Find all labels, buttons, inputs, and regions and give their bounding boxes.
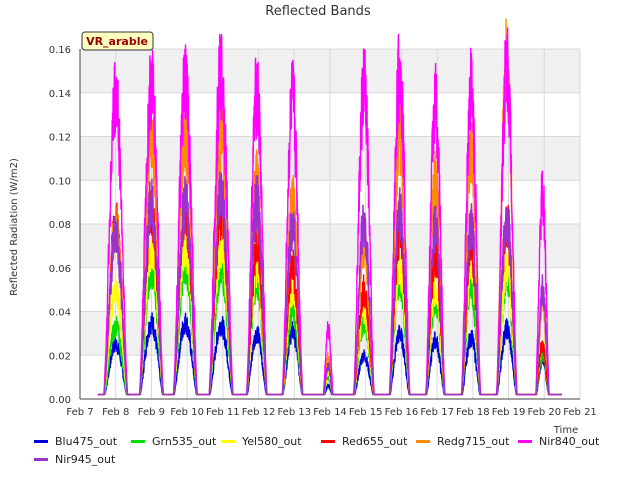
x-tick-label: Feb 15 bbox=[349, 407, 383, 418]
y-tick-label: 0.06 bbox=[49, 264, 71, 275]
legend-item: Nir840_out bbox=[518, 434, 599, 448]
legend-swatch bbox=[321, 439, 335, 443]
x-tick-label: Feb 10 bbox=[170, 407, 204, 418]
legend-item: Redg715_out bbox=[416, 434, 509, 448]
legend-item: Red655_out bbox=[321, 434, 407, 448]
legend-label: Nir945_out bbox=[55, 452, 116, 466]
x-tick-labels: Feb 7 Feb 8 Feb 9 Feb 10 Feb 11 Feb 12 Feb 13 F… bbox=[66, 407, 596, 418]
legend-swatch bbox=[518, 439, 532, 443]
x-tick-label: Feb 11 bbox=[206, 407, 240, 418]
y-tick-label: 0.08 bbox=[49, 220, 71, 231]
legend-swatch bbox=[131, 439, 145, 443]
x-tick-label: Feb 12 bbox=[242, 407, 276, 418]
y-tick-label: 0.02 bbox=[49, 351, 71, 362]
x-tick-label: Feb 16 bbox=[385, 407, 419, 418]
legend-label: Grn535_out bbox=[152, 434, 217, 448]
x-tick-label: Feb 9 bbox=[138, 407, 165, 418]
legend-swatch bbox=[416, 439, 430, 443]
legend-item: Yel580_out bbox=[221, 434, 302, 448]
x-tick-label: Feb 14 bbox=[313, 407, 347, 418]
x-axis-label: Time bbox=[553, 425, 578, 436]
legend-label: Blu475_out bbox=[55, 434, 118, 448]
legend-item: Grn535_out bbox=[131, 434, 216, 448]
axes bbox=[79, 49, 580, 400]
legend-swatch bbox=[34, 457, 48, 461]
legend-label: Redg715_out bbox=[437, 434, 510, 448]
y-tick-label: 0.00 bbox=[49, 395, 71, 406]
x-tick-label: Feb 17 bbox=[420, 407, 454, 418]
legend-swatch bbox=[221, 439, 235, 443]
annotation-box: VR_arable bbox=[81, 31, 154, 51]
legend-label: Red655_out bbox=[342, 434, 408, 448]
legend-label: Yel580_out bbox=[242, 434, 302, 448]
legend-swatch bbox=[34, 439, 48, 443]
y-tick-label: 0.12 bbox=[49, 133, 71, 144]
x-tick-label: Feb 8 bbox=[102, 407, 129, 418]
y-tick-label: 0.10 bbox=[49, 176, 71, 187]
x-tick-label: Feb 18 bbox=[456, 407, 490, 418]
series-layer bbox=[97, 18, 563, 396]
y-axis-label: Reflected Radiation (W/m2) bbox=[9, 158, 20, 296]
annotation-label: VR_arable bbox=[86, 35, 148, 48]
y-tick-label: 0.04 bbox=[49, 308, 71, 319]
y-tick-labels: 0.00 0.02 0.04 0.06 0.08 0.10 0.12 0.14 0.16 bbox=[49, 45, 71, 406]
y-tick-label: 0.14 bbox=[49, 89, 71, 100]
legend-item: Nir945_out bbox=[34, 452, 115, 466]
x-tick-label: Feb 19 bbox=[492, 407, 526, 418]
chart-title: Reflected Bands bbox=[265, 4, 371, 19]
x-tick-label: Feb 20 bbox=[527, 407, 561, 418]
x-tick-label: Feb 7 bbox=[66, 407, 93, 418]
y-tick-label: 0.16 bbox=[49, 45, 71, 56]
series-line-nir945_out bbox=[97, 171, 563, 396]
legend-item: Blu475_out bbox=[34, 434, 117, 448]
legend-label: Nir840_out bbox=[539, 434, 600, 448]
x-tick-label: Feb 13 bbox=[277, 407, 311, 418]
x-tick-label: Feb 21 bbox=[563, 407, 597, 418]
